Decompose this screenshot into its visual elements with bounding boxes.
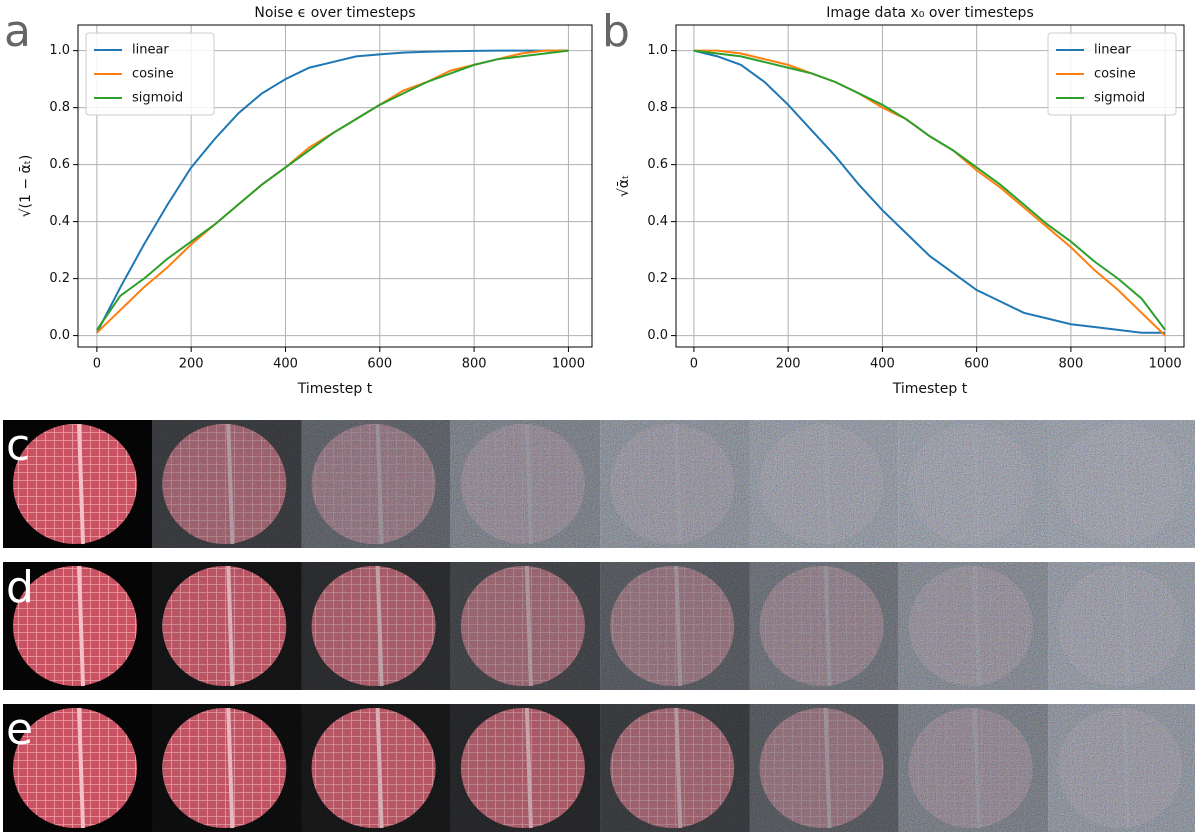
grain-body <box>13 424 137 544</box>
legend-box <box>85 32 215 116</box>
x-tick-label: 400 <box>870 357 895 372</box>
x-tick-label: 1000 <box>552 357 585 372</box>
line-series <box>693 49 1166 331</box>
noise <box>749 704 900 832</box>
y-tick-label: 0.8 <box>49 100 70 115</box>
noise <box>450 562 601 690</box>
grain <box>13 565 137 687</box>
y-tick-label: 0.2 <box>49 271 70 286</box>
y-tick-label: 0.8 <box>647 100 668 115</box>
grain-split <box>77 707 85 829</box>
x-tick-label: 0 <box>690 357 698 372</box>
y-tick-label: 1.0 <box>647 43 668 58</box>
legend-box <box>1047 32 1177 116</box>
noise <box>749 562 900 690</box>
y-axis-label: √ᾱₜ <box>616 175 632 197</box>
grain-body <box>162 708 287 828</box>
legend-label: linear <box>1094 43 1131 58</box>
y-tick-label: 0.0 <box>49 328 70 343</box>
y-tick-label: 0.2 <box>647 271 668 286</box>
panel-label: d <box>6 562 34 613</box>
noise <box>1048 420 1195 548</box>
grain <box>162 707 287 829</box>
x-axis-label: Timestep t <box>892 381 968 397</box>
panel-label: e <box>6 704 33 755</box>
y-tick-label: 0.0 <box>647 328 668 343</box>
grain-body <box>13 566 137 686</box>
legend-label: cosine <box>1094 67 1136 82</box>
noise <box>152 420 303 548</box>
legend-label: sigmoid <box>132 91 183 106</box>
image-row <box>3 420 1195 548</box>
y-axis-label: √(1 − ᾱₜ) <box>18 155 34 218</box>
noise <box>600 704 750 832</box>
line-series <box>96 49 569 331</box>
chart-title: Noise ϵ over timesteps <box>254 5 415 21</box>
noise <box>301 562 452 690</box>
plot-frame <box>77 24 593 348</box>
noise <box>301 420 452 548</box>
chart-title: Image data x₀ over timesteps <box>826 5 1034 21</box>
noise <box>600 562 750 690</box>
x-tick-label: 800 <box>1058 357 1083 372</box>
x-tick-label: 400 <box>273 357 298 372</box>
legend-label: cosine <box>132 67 174 82</box>
x-tick-label: 0 <box>93 357 101 372</box>
noise <box>1048 704 1195 832</box>
image-row <box>3 704 1195 832</box>
legend-label: sigmoid <box>1094 91 1145 106</box>
grain <box>13 707 137 829</box>
noise <box>898 704 1049 832</box>
x-tick-label: 600 <box>964 357 989 372</box>
y-tick-label: 0.4 <box>49 214 70 229</box>
y-tick-label: 0.6 <box>49 157 70 172</box>
panel-label: b <box>602 6 630 57</box>
x-tick-label: 1000 <box>1149 357 1182 372</box>
x-tick-label: 200 <box>776 357 801 372</box>
noise <box>749 420 900 548</box>
line-series <box>95 49 569 334</box>
noise <box>152 704 302 832</box>
grain-split <box>226 707 235 829</box>
noise <box>1048 562 1195 690</box>
y-tick-label: 0.6 <box>647 157 668 172</box>
noise <box>600 420 750 548</box>
panel-label: a <box>4 6 31 57</box>
image-row <box>3 562 1195 690</box>
grain-body <box>13 708 137 828</box>
noise <box>898 562 1049 690</box>
noise <box>450 704 601 832</box>
noise <box>898 420 1049 548</box>
grain-split <box>77 423 85 545</box>
x-axis-label: Timestep t <box>297 381 373 397</box>
x-tick-label: 200 <box>179 357 204 372</box>
x-tick-label: 600 <box>367 357 392 372</box>
panel-label: c <box>6 420 30 471</box>
noise <box>152 562 303 690</box>
legend-label: linear <box>132 43 169 58</box>
x-tick-label: 800 <box>462 357 487 372</box>
y-tick-label: 1.0 <box>49 43 70 58</box>
noise <box>450 420 601 548</box>
noise <box>301 704 452 832</box>
y-tick-label: 0.4 <box>647 214 668 229</box>
plot-frame <box>675 24 1185 348</box>
grain <box>13 423 137 545</box>
grain-split <box>77 565 85 687</box>
line-series <box>693 49 1166 334</box>
